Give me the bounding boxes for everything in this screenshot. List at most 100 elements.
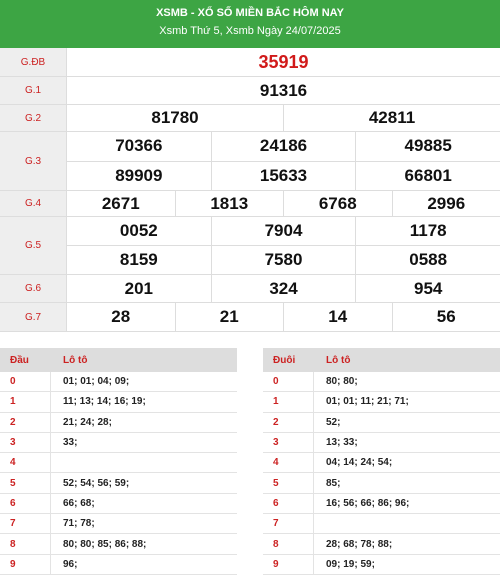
prize-number: 56: [393, 303, 500, 331]
prize-number: 81780: [67, 105, 284, 131]
prize-number: 28: [67, 303, 176, 331]
prize-number: 42811: [284, 105, 500, 131]
prize-number: 49885: [356, 132, 500, 161]
loto-tail-value: 13; 33;: [314, 437, 500, 448]
loto-tail-key: 2: [263, 413, 314, 432]
loto-tail-key-label: Đuôi: [263, 355, 314, 366]
loto-head-value: 66; 68;: [51, 498, 237, 509]
loto-head-value: 21; 24; 28;: [51, 417, 237, 428]
prize-number: 15633: [212, 162, 357, 191]
loto-head-key-label: Đầu: [0, 355, 51, 366]
prize-values: 35919: [67, 48, 500, 77]
prize-number: 24186: [212, 132, 357, 161]
loto-tail-header: Đuôi Lô tô: [263, 348, 500, 372]
loto-tail-value: 04; 14; 24; 54;: [314, 457, 500, 468]
loto-head-row: 4: [0, 453, 237, 473]
loto-head-key: 9: [0, 555, 51, 574]
prize-label: G.2: [0, 105, 67, 132]
loto-head-key: 1: [0, 392, 51, 411]
loto-head-key: 8: [0, 534, 51, 553]
prize-label: G.3: [0, 132, 67, 191]
prize-number: 70366: [67, 132, 212, 161]
loto-head-key: 6: [0, 494, 51, 513]
loto-tail-key: 7: [263, 514, 314, 533]
loto-tail-key: 9: [263, 555, 314, 574]
loto-head-value: 52; 54; 56; 59;: [51, 478, 237, 489]
page-title: XSMB - XỔ SỐ MIỀN BẮC HÔM NAY: [0, 7, 500, 19]
page-subtitle: Xsmb Thứ 5, Xsmb Ngày 24/07/2025: [0, 25, 500, 37]
prize-number: 7904: [212, 217, 357, 245]
loto-head-value-label: Lô tô: [51, 355, 237, 366]
prize-number: 2671: [67, 191, 176, 216]
loto-tail-key: 5: [263, 473, 314, 492]
prize-number: 66801: [356, 162, 500, 191]
loto-tail-key: 3: [263, 433, 314, 452]
prize-number: 1178: [356, 217, 500, 245]
loto-head-key: 3: [0, 433, 51, 452]
prize-number: 91316: [67, 77, 500, 104]
prize-label: G.6: [0, 275, 67, 303]
loto-head-key: 2: [0, 413, 51, 432]
prize-number: 21: [176, 303, 285, 331]
special-prize-number: 35919: [67, 48, 500, 76]
prize-number: 89909: [67, 162, 212, 191]
loto-tail-value: 52;: [314, 417, 500, 428]
loto-tail-value: 85;: [314, 478, 500, 489]
loto-tail-value-label: Lô tô: [314, 355, 500, 366]
prize-label: G.ĐB: [0, 48, 67, 77]
loto-head-value: 96;: [51, 559, 237, 570]
loto-tail-value: 28; 68; 78; 88;: [314, 539, 500, 550]
prize-label: G.1: [0, 77, 67, 105]
prize-number: 954: [356, 275, 500, 302]
prize-number: 0052: [67, 217, 212, 245]
prize-label: G.4: [0, 191, 67, 217]
loto-head-header: Đầu Lô tô: [0, 348, 237, 372]
loto-tail-row: 7: [263, 514, 500, 534]
loto-tail-key: 6: [263, 494, 314, 513]
loto-tail-key: 1: [263, 392, 314, 411]
loto-head-key: 4: [0, 453, 51, 472]
loto-tail-key: 8: [263, 534, 314, 553]
loto-head-value: 11; 13; 14; 16; 19;: [51, 396, 237, 407]
loto-tail-value: 01; 01; 11; 21; 71;: [314, 396, 500, 407]
loto-tail-key: 0: [263, 372, 314, 391]
prize-number: 201: [67, 275, 212, 302]
prize-number: 324: [212, 275, 357, 302]
prize-values: 91316: [67, 77, 500, 105]
prize-label: G.7: [0, 303, 67, 332]
loto-tail-value: 09; 19; 59;: [314, 559, 500, 570]
prize-label: G.5: [0, 217, 67, 275]
loto-head-value: 80; 80; 85; 86; 88;: [51, 539, 237, 550]
prize-number: 0588: [356, 246, 500, 274]
